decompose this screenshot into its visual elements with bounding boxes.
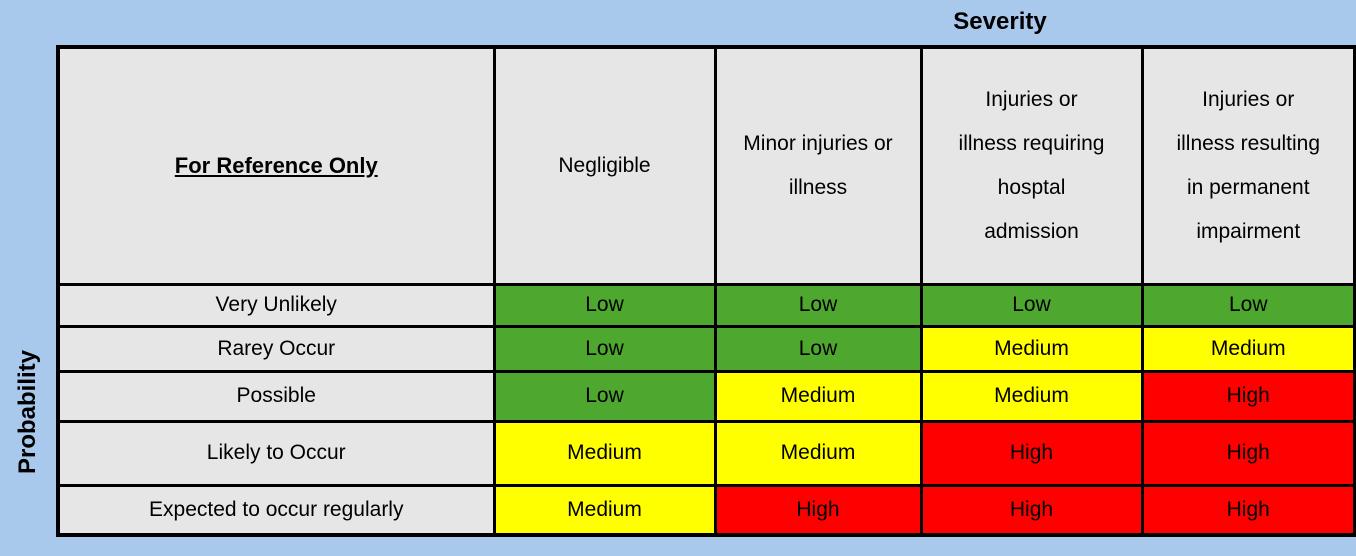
risk-cell: High (919, 419, 1144, 487)
risk-cell: Medium (492, 483, 717, 537)
probability-axis-label: Probability (14, 349, 42, 475)
corner-cell: For Reference Only (56, 45, 496, 286)
risk-cell: Low (492, 369, 717, 423)
risk-cell: Low (492, 282, 717, 328)
risk-cell: Medium (919, 324, 1144, 373)
risk-cell: High (1140, 369, 1356, 423)
probability-axis-container: Probability (0, 281, 57, 543)
severity-header-permanent-impairment: Injuries or illness resulting in permane… (1140, 45, 1356, 286)
risk-cell: Medium (492, 419, 717, 487)
risk-matrix-table: For Reference Only Negligible Minor inju… (56, 45, 1356, 537)
risk-cell: Low (492, 324, 717, 373)
severity-header-negligible: Negligible (492, 45, 717, 286)
risk-cell: High (919, 483, 1144, 537)
row-very-unlikely: Very Unlikely Low Low Low Low (56, 282, 1356, 328)
risk-cell: Low (1140, 282, 1356, 328)
severity-header-hospital-admission: Injuries or illness requiring hosptal ad… (919, 45, 1144, 286)
row-likely-to-occur: Likely to Occur Medium Medium High High (56, 419, 1356, 487)
severity-header-minor-injuries: Minor injuries or illness (713, 45, 923, 286)
probability-row-label: Expected to occur regularly (56, 483, 496, 537)
probability-row-label: Very Unlikely (56, 282, 496, 328)
row-rarey-occur: Rarey Occur Low Low Medium Medium (56, 324, 1356, 373)
risk-cell: Medium (713, 419, 923, 487)
risk-cell: Medium (713, 369, 923, 423)
probability-row-label: Possible (56, 369, 496, 423)
severity-header-label: Minor injuries or illness (743, 131, 893, 199)
row-expected-to-occur-regularly: Expected to occur regularly Medium High … (56, 483, 1356, 537)
risk-cell: Low (919, 282, 1144, 328)
row-possible: Possible Low Medium Medium High (56, 369, 1356, 423)
probability-row-label: Likely to Occur (56, 419, 496, 487)
risk-cell: Medium (919, 369, 1144, 423)
risk-cell: High (713, 483, 923, 537)
risk-cell: High (1140, 419, 1356, 487)
risk-cell: Low (713, 324, 923, 373)
severity-header-label: Injuries or illness resulting in permane… (1176, 87, 1321, 243)
risk-cell: Medium (1140, 324, 1356, 373)
severity-header-label: Injuries or illness requiring hosptal ad… (958, 87, 1105, 243)
probability-row-label: Rarey Occur (56, 324, 496, 373)
severity-header-label: Negligible (558, 153, 651, 177)
risk-cell: High (1140, 483, 1356, 537)
risk-cell: Low (713, 282, 923, 328)
severity-header-row: For Reference Only Negligible Minor inju… (56, 45, 1356, 286)
severity-axis-label: Severity (953, 8, 1047, 35)
corner-label: For Reference Only (174, 152, 378, 178)
